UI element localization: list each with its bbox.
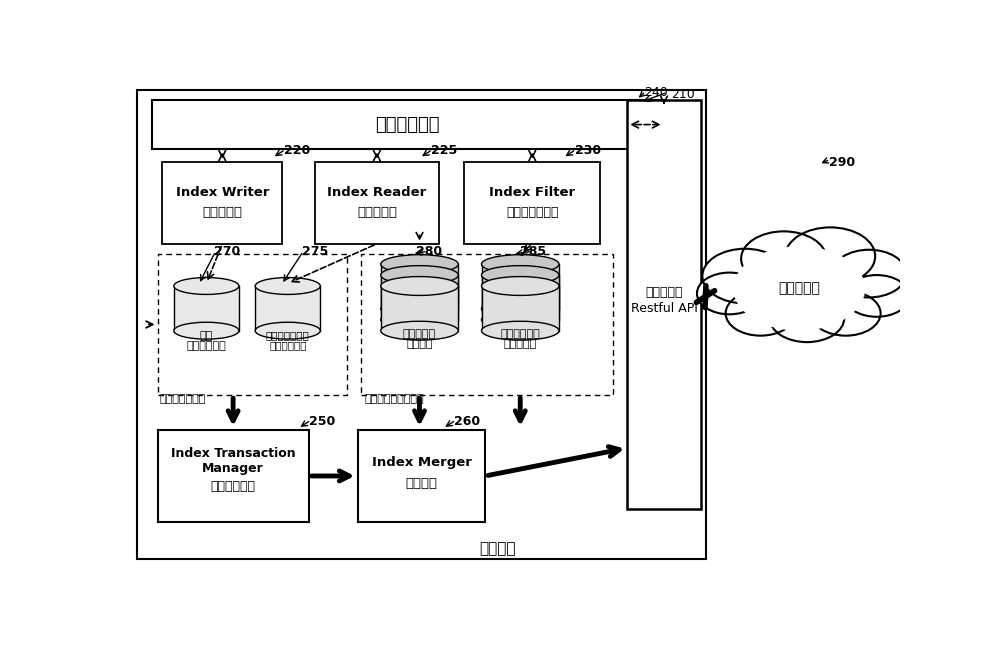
Bar bbox=[158, 430, 309, 522]
Text: 210: 210 bbox=[671, 88, 695, 101]
Text: 290: 290 bbox=[829, 156, 855, 170]
Bar bbox=[482, 264, 559, 309]
Ellipse shape bbox=[381, 266, 458, 284]
Text: 250: 250 bbox=[309, 415, 336, 428]
Bar bbox=[152, 100, 664, 150]
Text: 当前: 当前 bbox=[200, 331, 213, 341]
Text: Index Filter: Index Filter bbox=[489, 186, 575, 199]
Text: Index Merger: Index Merger bbox=[372, 455, 471, 468]
Bar bbox=[627, 100, 701, 510]
Text: Manager: Manager bbox=[202, 462, 264, 475]
Text: Restful API: Restful API bbox=[631, 302, 697, 315]
Text: 索引事务管理: 索引事务管理 bbox=[211, 481, 256, 493]
Circle shape bbox=[733, 246, 865, 331]
Ellipse shape bbox=[381, 321, 458, 340]
Circle shape bbox=[832, 250, 906, 297]
Ellipse shape bbox=[482, 266, 559, 284]
Text: 230: 230 bbox=[574, 144, 601, 157]
Bar bbox=[158, 253, 347, 395]
Circle shape bbox=[785, 228, 875, 285]
Bar bbox=[315, 162, 439, 244]
Ellipse shape bbox=[381, 255, 458, 273]
Ellipse shape bbox=[174, 277, 239, 294]
Text: 索引写接口: 索引写接口 bbox=[202, 206, 242, 219]
Text: 索引读接口: 索引读接口 bbox=[357, 206, 397, 219]
Ellipse shape bbox=[482, 310, 559, 329]
Bar bbox=[381, 286, 458, 331]
Text: Index Writer: Index Writer bbox=[176, 186, 269, 199]
Ellipse shape bbox=[174, 322, 239, 339]
Text: 文档列表文件: 文档列表文件 bbox=[269, 341, 306, 351]
Text: 285: 285 bbox=[520, 244, 546, 258]
Circle shape bbox=[811, 291, 881, 335]
Ellipse shape bbox=[381, 277, 458, 295]
Ellipse shape bbox=[482, 299, 559, 318]
Text: 当前事务已删除: 当前事务已删除 bbox=[266, 331, 310, 341]
Ellipse shape bbox=[381, 299, 458, 318]
Ellipse shape bbox=[482, 321, 559, 340]
Bar bbox=[482, 275, 559, 320]
Text: 索引合并: 索引合并 bbox=[405, 477, 437, 490]
Text: 已提交索引数据缓存: 已提交索引数据缓存 bbox=[364, 393, 424, 404]
Text: 220: 220 bbox=[284, 144, 310, 157]
Ellipse shape bbox=[482, 277, 559, 295]
Text: 索引管理: 索引管理 bbox=[479, 541, 515, 556]
Text: Index Transaction: Index Transaction bbox=[171, 447, 295, 460]
Circle shape bbox=[770, 294, 844, 342]
Text: 已提交事务: 已提交事务 bbox=[403, 329, 436, 339]
Text: 档列表文件: 档列表文件 bbox=[504, 339, 537, 349]
Circle shape bbox=[697, 273, 762, 314]
Bar bbox=[162, 162, 282, 244]
Ellipse shape bbox=[482, 255, 559, 273]
Text: 240: 240 bbox=[644, 86, 668, 99]
Text: 270: 270 bbox=[214, 244, 240, 258]
Bar bbox=[482, 286, 559, 331]
Circle shape bbox=[741, 232, 826, 286]
Text: 索引文件: 索引文件 bbox=[406, 339, 433, 349]
Text: 275: 275 bbox=[302, 244, 328, 258]
Text: 已提交删除文: 已提交删除文 bbox=[500, 329, 540, 339]
Text: 索引读写接口: 索引读写接口 bbox=[376, 115, 440, 134]
Text: 云索引接口: 云索引接口 bbox=[645, 286, 683, 299]
Text: 225: 225 bbox=[431, 144, 457, 157]
Circle shape bbox=[726, 291, 795, 335]
Text: 未提交索引数据: 未提交索引数据 bbox=[160, 393, 206, 404]
Bar bbox=[381, 264, 458, 309]
Bar bbox=[255, 286, 320, 331]
Bar bbox=[381, 275, 458, 320]
Text: 云搜索引擎: 云搜索引擎 bbox=[778, 281, 820, 295]
Bar bbox=[358, 430, 485, 522]
Bar bbox=[174, 286, 239, 331]
Ellipse shape bbox=[255, 277, 320, 294]
Text: 280: 280 bbox=[416, 244, 442, 258]
Text: 260: 260 bbox=[454, 415, 480, 428]
Bar bbox=[361, 253, 613, 395]
Text: 事务索引文件: 事务索引文件 bbox=[186, 341, 226, 351]
Bar bbox=[137, 90, 706, 559]
Circle shape bbox=[844, 275, 909, 317]
Bar bbox=[464, 162, 600, 244]
Circle shape bbox=[702, 249, 788, 303]
Ellipse shape bbox=[381, 310, 458, 329]
Text: （索引过滤器）: （索引过滤器） bbox=[506, 206, 559, 219]
Text: Index Reader: Index Reader bbox=[327, 186, 426, 199]
Ellipse shape bbox=[255, 322, 320, 339]
